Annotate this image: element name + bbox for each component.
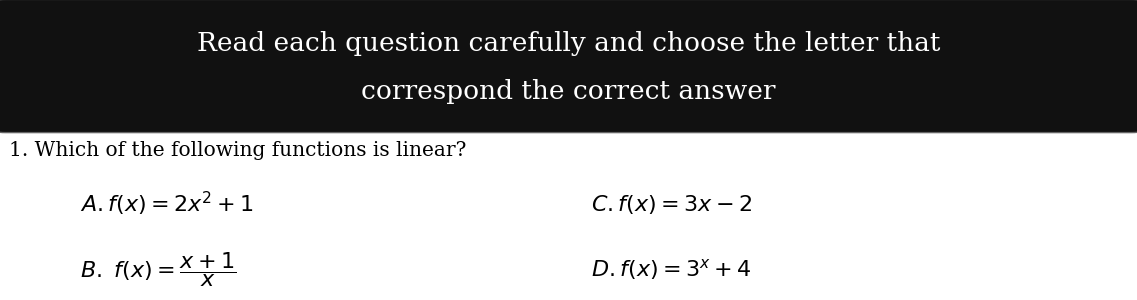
Text: Read each question carefully and choose the letter that: Read each question carefully and choose … bbox=[197, 31, 940, 56]
Text: $B.\ f(x) = \dfrac{x+1}{x}$: $B.\ f(x) = \dfrac{x+1}{x}$ bbox=[80, 250, 235, 290]
Text: $C.f(x) = 3x - 2$: $C.f(x) = 3x - 2$ bbox=[591, 193, 753, 215]
Text: correspond the correct answer: correspond the correct answer bbox=[362, 79, 775, 104]
Text: $D.f(x) = 3^x + 4$: $D.f(x) = 3^x + 4$ bbox=[591, 257, 752, 283]
Text: $A.f(x) = 2x^2 + 1$: $A.f(x) = 2x^2 + 1$ bbox=[80, 190, 254, 218]
Text: 1. Which of the following functions is linear?: 1. Which of the following functions is l… bbox=[9, 140, 466, 160]
FancyBboxPatch shape bbox=[0, 0, 1137, 133]
